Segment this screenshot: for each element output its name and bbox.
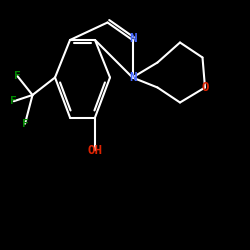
Text: N: N [129,71,136,84]
Text: O: O [201,81,209,94]
Text: F: F [10,96,17,106]
Text: N: N [129,32,136,45]
Text: F: F [14,71,21,81]
Text: F: F [22,119,29,129]
Text: OH: OH [88,144,102,156]
